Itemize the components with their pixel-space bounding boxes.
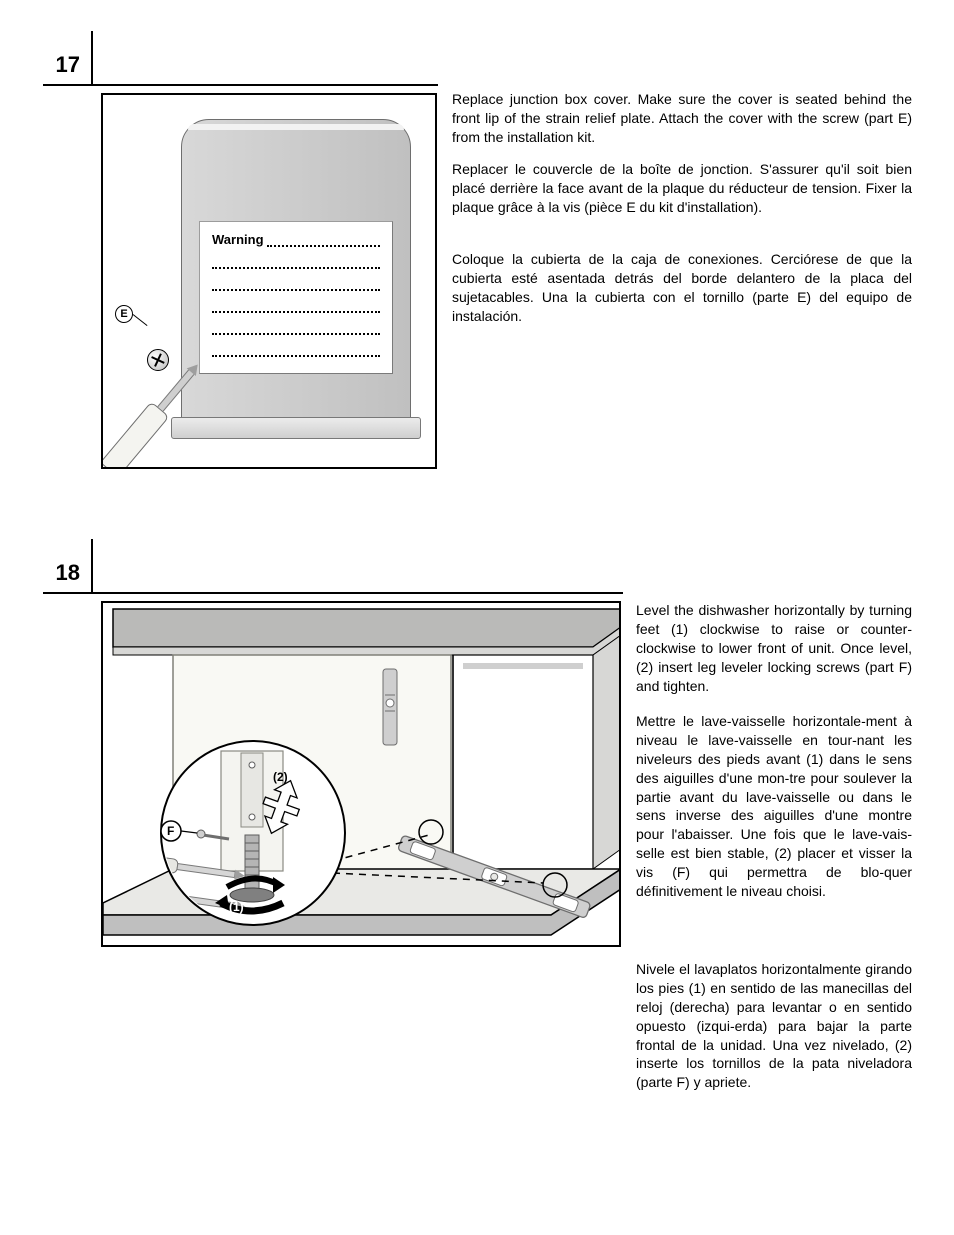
sd-handle bbox=[101, 401, 170, 469]
step-18-rule-v bbox=[91, 539, 93, 592]
step-17-rule-h bbox=[43, 84, 438, 86]
step-17-text-fr: Replacer le couvercle de la boîte de jon… bbox=[452, 160, 912, 217]
step-17-rule-v bbox=[91, 31, 93, 84]
step-18-figure: (2) (1) F bbox=[101, 601, 621, 947]
cabinet-handle bbox=[463, 663, 583, 669]
step-18-number: 18 bbox=[40, 560, 80, 586]
dot-line-5 bbox=[212, 345, 380, 357]
cabinet-face bbox=[453, 655, 593, 869]
step-18-text-fr: Mettre le lave-vaisselle horizontale-men… bbox=[636, 712, 912, 901]
warning-dots bbox=[267, 237, 380, 247]
marker-2: (2) bbox=[273, 770, 288, 784]
callout-f-text: F bbox=[167, 824, 174, 838]
dot-line-1 bbox=[212, 257, 380, 269]
dot-line-3 bbox=[212, 301, 380, 313]
cabinet-side bbox=[593, 635, 621, 869]
step-18-text-en: Level the dishwasher horizontally by tur… bbox=[636, 601, 912, 695]
step-17-text-en: Replace junction box cover. Make sure th… bbox=[452, 90, 912, 147]
callout-e-line bbox=[133, 314, 148, 326]
warning-text: Warning bbox=[212, 232, 264, 247]
screw-slot-1 bbox=[151, 353, 165, 367]
step-17-number: 17 bbox=[40, 52, 80, 78]
countertop bbox=[113, 609, 621, 647]
step-17-figure: Warning E bbox=[101, 93, 437, 469]
marker-1: (1) bbox=[229, 900, 244, 914]
dot-line-2 bbox=[212, 279, 380, 291]
sd-shaft bbox=[157, 370, 194, 412]
step-18-svg: (2) (1) F bbox=[103, 603, 621, 947]
arrow-in-1 bbox=[107, 857, 121, 867]
strain-relief-base bbox=[171, 417, 421, 439]
step-18-rule-h bbox=[43, 592, 623, 594]
warning-label: Warning bbox=[199, 221, 393, 374]
cover-highlight bbox=[188, 124, 404, 130]
step-17-text-es: Coloque la cubierta de la caja de conexi… bbox=[452, 250, 912, 326]
dot-line-4 bbox=[212, 323, 380, 335]
level-vertical-bubble bbox=[386, 699, 394, 707]
callout-e: E bbox=[115, 305, 133, 323]
step-18-text-es: Nivele el lavaplatos horizontalmente gir… bbox=[636, 960, 912, 1092]
warning-row: Warning bbox=[212, 232, 380, 247]
